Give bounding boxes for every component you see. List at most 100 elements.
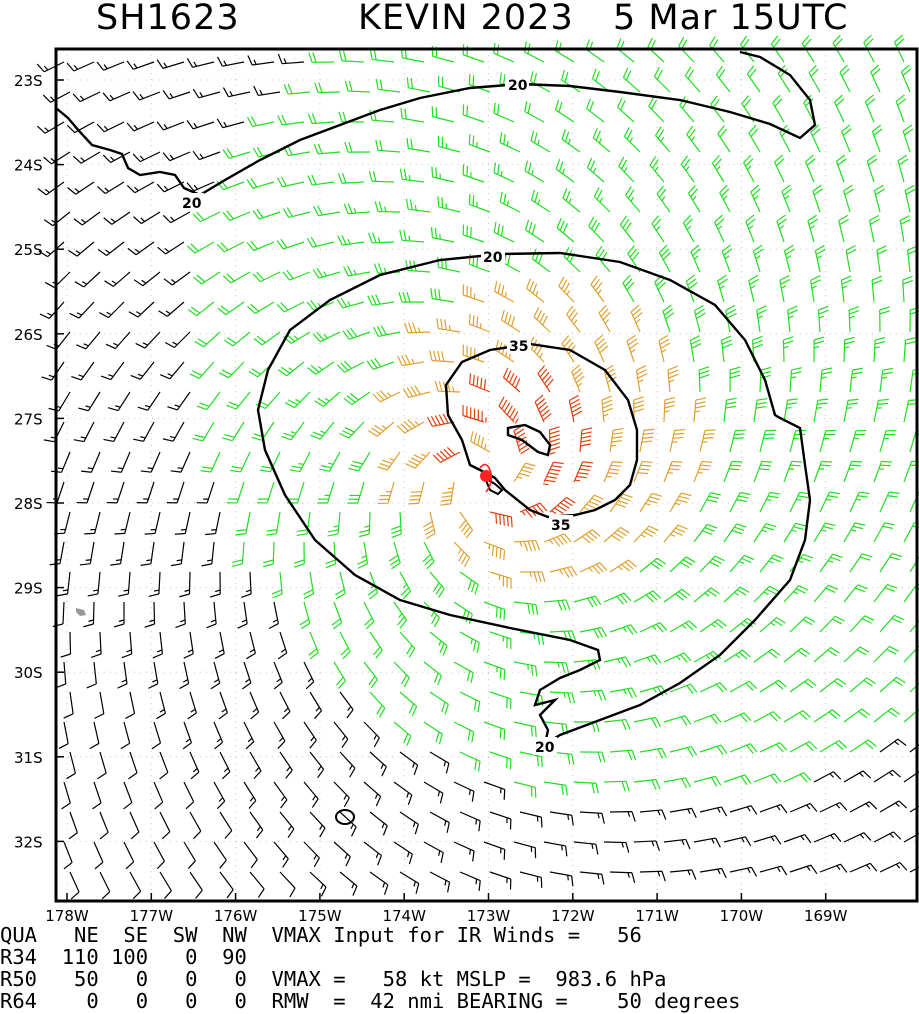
contour-20kt-main <box>256 251 812 747</box>
info-row-r50: R50 50 0 0 0 VMAX = 58 kt MSLP = 983.6 h… <box>0 967 667 991</box>
wind-barb <box>759 741 788 753</box>
wind-barb <box>729 680 758 693</box>
wind-barb <box>128 301 155 318</box>
wind-barb <box>609 811 636 822</box>
wind-barb <box>530 189 551 213</box>
wind-barb <box>282 270 311 281</box>
info-row-qua: QUA NE SE SW NW VMAX Input for IR Winds … <box>0 923 642 947</box>
wind-barb <box>849 553 873 573</box>
wind-barb <box>273 841 289 868</box>
wind-barb <box>186 181 215 192</box>
wind-barb <box>303 841 320 868</box>
wind-barb <box>105 331 131 350</box>
wind-barb <box>750 184 761 213</box>
wind-barb <box>271 571 283 599</box>
wind-barb <box>903 337 916 363</box>
wind-barb <box>483 721 506 740</box>
contour-20kt-north <box>55 50 817 197</box>
wind-barb <box>253 331 281 346</box>
wind-barb <box>483 541 506 561</box>
wind-barb <box>693 713 722 725</box>
wind-barb <box>879 552 903 573</box>
wind-barb <box>144 511 161 535</box>
wind-barb <box>525 219 545 243</box>
wind-barb <box>218 691 229 720</box>
wind-barb <box>776 214 788 243</box>
wind-barb <box>276 301 305 313</box>
wind-barb <box>249 691 260 720</box>
wind-barb <box>513 462 536 483</box>
wind-barb <box>309 871 327 897</box>
wind-barb <box>526 278 545 303</box>
wind-barb <box>656 185 671 213</box>
wind-barb <box>43 421 65 443</box>
wind-barb <box>598 304 611 333</box>
wind-barb <box>107 391 131 412</box>
wind-barb <box>159 811 171 840</box>
wind-barb <box>723 712 752 723</box>
wind-barb <box>752 244 764 273</box>
wind-barb <box>849 367 863 393</box>
wind-barb <box>405 451 431 469</box>
wind-barb <box>377 481 395 505</box>
wind-barb <box>579 871 605 885</box>
wind-barb <box>639 622 668 633</box>
wind-barb <box>358 511 371 538</box>
wind-barb <box>399 168 425 183</box>
wind-barb <box>46 331 71 350</box>
wind-barb <box>430 288 455 303</box>
lon-label: 171W <box>635 907 679 924</box>
wind-barb <box>680 155 695 183</box>
wind-barb <box>72 151 101 164</box>
wind-barb <box>579 562 608 575</box>
wind-barb <box>348 451 371 472</box>
wind-barb <box>832 34 845 63</box>
info-row-r34: R34 110 100 0 90 <box>0 945 247 969</box>
wind-barb <box>73 421 95 443</box>
wind-barb <box>819 678 847 693</box>
wind-barb <box>404 322 431 334</box>
wind-barb <box>601 395 613 423</box>
wind-barb <box>277 114 305 126</box>
wind-barb <box>543 533 572 547</box>
wind-barb <box>97 751 107 780</box>
wind-barb <box>63 841 73 870</box>
contour-35kt <box>444 342 639 519</box>
wind-barb <box>86 661 97 689</box>
wind-barb <box>494 281 515 303</box>
wind-barb <box>429 571 445 598</box>
wind-barb <box>783 772 812 783</box>
wind-barb <box>843 336 855 363</box>
wind-barb <box>246 240 275 252</box>
wind-barb <box>693 650 722 663</box>
wind-barb <box>873 583 898 603</box>
wind-barb <box>87 571 101 597</box>
storm-id: SH1623 <box>96 0 240 38</box>
wind-barb <box>252 271 281 283</box>
wind-barb <box>157 241 185 255</box>
wind-barb <box>729 491 751 513</box>
wind-barb <box>609 687 637 699</box>
wind-barb <box>897 154 909 183</box>
wind-barb <box>772 94 785 123</box>
wind-barb <box>196 481 215 504</box>
wind-barb <box>369 691 386 718</box>
wind-barb <box>759 617 786 633</box>
wind-barb <box>339 631 351 660</box>
wind-barb <box>639 747 667 759</box>
wind-barb <box>573 721 600 733</box>
wind-barb <box>603 461 623 483</box>
wind-barb <box>783 460 803 483</box>
wind-barb <box>170 541 185 567</box>
wind-barb <box>622 67 641 93</box>
wind-barb <box>663 460 683 483</box>
wind-barb <box>312 331 341 343</box>
wind-barb <box>633 716 662 728</box>
wind-barb <box>746 65 761 93</box>
wind-barb <box>189 871 203 899</box>
wind-barb <box>617 97 635 123</box>
wind-barb <box>276 238 305 250</box>
wind-barb <box>183 781 195 810</box>
wind-barb <box>192 421 215 442</box>
wind-barb <box>719 184 731 213</box>
